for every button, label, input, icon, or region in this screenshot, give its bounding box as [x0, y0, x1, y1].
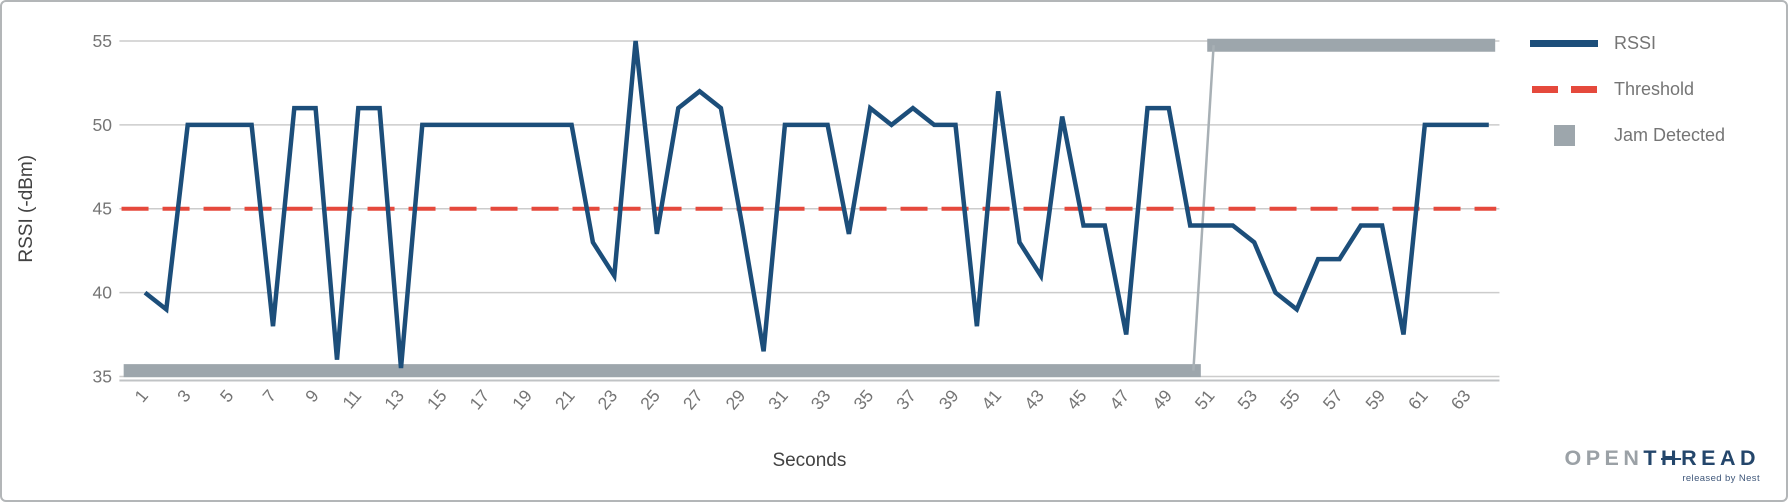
x-tick-label: 1: [130, 386, 152, 406]
x-tick-label: 21: [551, 386, 579, 414]
x-tick-label: 11: [338, 386, 365, 413]
x-tick-label: 57: [1319, 386, 1347, 414]
rssi-line: [143, 40, 1489, 369]
x-tick-label: 9: [301, 386, 323, 406]
x-tick-label: 3: [173, 386, 195, 406]
y-tick-label: 50: [93, 115, 113, 135]
logo-open-text: OPEN: [1564, 446, 1644, 470]
legend-item-jam-detected: Jam Detected: [1526, 112, 1725, 158]
y-tick-label: 35: [93, 366, 112, 386]
x-tick-label: 13: [380, 386, 408, 414]
x-tick-label: 23: [593, 386, 621, 414]
x-tick-label: 61: [1404, 386, 1432, 414]
legend-label-jam-detected: Jam Detected: [1614, 124, 1726, 145]
x-tick-label: 27: [679, 386, 707, 414]
x-tick-label: 15: [423, 386, 451, 414]
x-axis-title: Seconds: [772, 450, 846, 471]
y-tick-label: 45: [93, 199, 112, 219]
chart-legend: RSSI Threshold Jam Detected: [1526, 20, 1725, 158]
x-tick-label: 19: [508, 386, 536, 414]
x-tick-label: 39: [935, 386, 963, 414]
x-tick-label: 7: [258, 386, 280, 406]
x-tick-label: 41: [977, 386, 1005, 414]
threshold-dash-swatch-icon: [1531, 85, 1597, 93]
logo-tagline: released by Nest: [1682, 473, 1760, 484]
x-tick-label: 31: [764, 386, 792, 414]
y-tick-label: 40: [93, 283, 113, 303]
legend-label-rssi: RSSI: [1614, 32, 1657, 53]
x-tick-label: 25: [636, 386, 664, 414]
x-tick-label: 17: [466, 386, 494, 414]
x-tick-label: 43: [1020, 386, 1048, 414]
x-tick-label: 37: [892, 386, 920, 414]
y-tick-label: 55: [93, 31, 112, 51]
x-tick-label: 47: [1105, 386, 1133, 414]
x-tick-label: 53: [1233, 386, 1261, 414]
x-tick-label: 5: [216, 386, 238, 406]
x-tick-label: 63: [1447, 386, 1475, 414]
legend-label-threshold: Threshold: [1614, 78, 1695, 99]
y-axis-title: RSSI (-dBm): [16, 155, 37, 263]
x-tick-label: 49: [1148, 386, 1176, 414]
jam-square-swatch-icon: [1553, 124, 1575, 146]
x-tick-label: 29: [721, 386, 749, 414]
x-tick-label: 45: [1063, 386, 1091, 414]
legend-item-rssi: RSSI: [1526, 20, 1725, 66]
x-tick-label: 33: [807, 386, 835, 414]
x-tick-label: 51: [1191, 386, 1219, 414]
x-tick-label: 59: [1361, 386, 1389, 414]
openthread-logo: OPENTHREAD released by Nest: [1564, 446, 1760, 484]
x-tick-label: 55: [1276, 386, 1304, 414]
x-tick-label: 35: [849, 386, 877, 414]
legend-item-threshold: Threshold: [1526, 66, 1725, 112]
rssi-line-swatch-icon: [1530, 39, 1598, 47]
